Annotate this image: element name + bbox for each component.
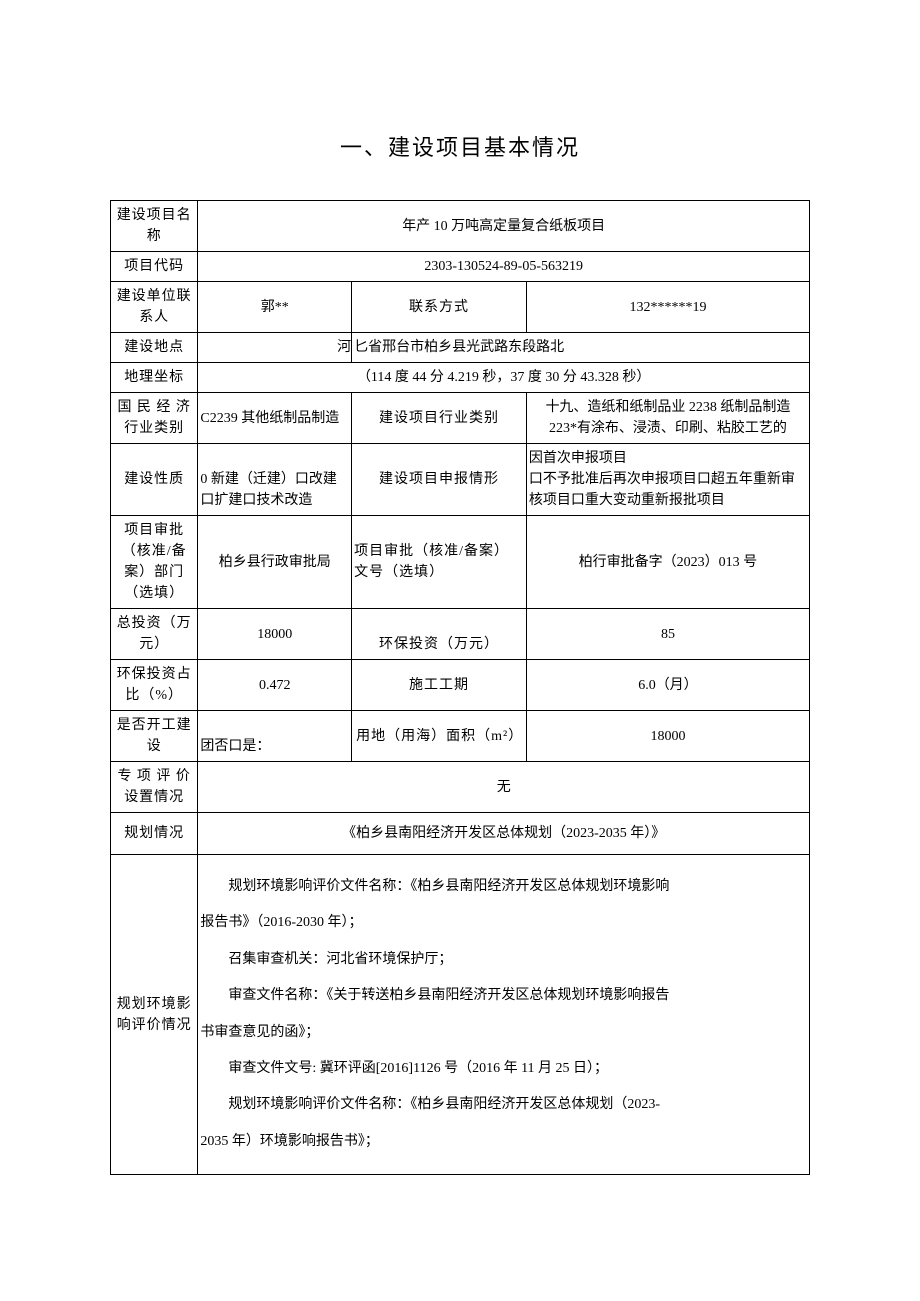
label-contact-method: 联系方式 xyxy=(352,282,527,333)
label-special-eval: 专 项 评 价 设置情况 xyxy=(111,762,198,813)
label-project-name: 建设项目名称 xyxy=(111,201,198,252)
value-contact-person: 郭** xyxy=(198,282,352,333)
value-special-eval: 无 xyxy=(198,762,810,813)
label-economy-category: 国 民 经 济 行业类别 xyxy=(111,393,198,444)
label-land-area: 用地（用海）面积（m²） xyxy=(352,711,527,762)
value-approval-dept: 柏乡县行政审批局 xyxy=(198,516,352,609)
value-is-started: 团否口是： xyxy=(198,711,352,762)
label-env-investment: 环保投资（万元） xyxy=(352,609,527,660)
eia-line-7: 规划环境影响评价文件名称：《柏乡县南阳经济开发区总体规划（2023- xyxy=(200,1087,799,1123)
label-contact-person: 建设单位联系人 xyxy=(111,282,198,333)
label-project-code: 项目代码 xyxy=(111,252,198,282)
label-nature: 建设性质 xyxy=(111,444,198,516)
label-approval-doc: 项目审批（核准/备案）文号（选填） xyxy=(352,516,527,609)
value-total-investment: 18000 xyxy=(198,609,352,660)
eia-line-6: 审查文件文号: 冀环评函[2016]1126 号（2016 年 11 月 25 … xyxy=(200,1051,799,1087)
value-land-area: 18000 xyxy=(526,711,809,762)
value-env-investment: 85 xyxy=(526,609,809,660)
value-location-right: 匕省邢台市柏乡县光武路东段路北 xyxy=(352,333,810,363)
label-construction-period: 施工工期 xyxy=(352,660,527,711)
project-info-table: 建设项目名称 年产 10 万吨高定量复合纸板项目 项目代码 2303-13052… xyxy=(110,200,810,1175)
eia-line-2: 报告书》（2016-2030 年）； xyxy=(200,905,799,941)
value-project-name: 年产 10 万吨高定量复合纸板项目 xyxy=(198,201,810,252)
eia-line-4: 审查文件名称：《关于转送柏乡县南阳经济开发区总体规划环境影响报告 xyxy=(200,978,799,1014)
eia-line-5: 书审查意见的函》； xyxy=(200,1015,799,1051)
value-project-code: 2303-130524-89-05-563219 xyxy=(198,252,810,282)
label-location: 建设地点 xyxy=(111,333,198,363)
label-planning-eia: 规划环境影响评价情况 xyxy=(111,855,198,1175)
eia-line-1: 规划环境影响评价文件名称：《柏乡县南阳经济开发区总体规划环境影响 xyxy=(200,869,799,905)
value-economy-category: C2239 其他纸制品制造 xyxy=(198,393,352,444)
label-is-started: 是否开工建设 xyxy=(111,711,198,762)
value-declare-situation: 因首次申报项目 口不予批准后再次申报项目口超五年重新审核项目口重大变动重新报批项… xyxy=(526,444,809,516)
value-construction-period: 6.0（月） xyxy=(526,660,809,711)
label-approval-dept: 项目审批（核准/备案）部门（选填） xyxy=(111,516,198,609)
eia-line-8: 2035 年）环境影响报告书》； xyxy=(200,1124,799,1160)
label-total-investment: 总投资（万元） xyxy=(111,609,198,660)
value-coordinates: （114 度 44 分 4.219 秒，37 度 30 分 43.328 秒） xyxy=(198,363,810,393)
eia-line-3: 召集审查机关：河北省环境保护厅； xyxy=(200,942,799,978)
value-location-left: 河 xyxy=(198,333,352,363)
value-env-ratio: 0.472 xyxy=(198,660,352,711)
label-coordinates: 地理坐标 xyxy=(111,363,198,393)
label-env-ratio: 环保投资占比（%） xyxy=(111,660,198,711)
value-planning-eia: 规划环境影响评价文件名称：《柏乡县南阳经济开发区总体规划环境影响 报告书》（20… xyxy=(198,855,810,1175)
value-nature: 0 新建（迁建）口改建口扩建口技术改造 xyxy=(198,444,352,516)
value-approval-doc: 柏行审批备字（2023）013 号 xyxy=(526,516,809,609)
value-project-category: 十九、造纸和纸制品业 2238 纸制品制造 223*有涂布、浸渍、印刷、粘胶工艺… xyxy=(526,393,809,444)
label-project-category: 建设项目行业类别 xyxy=(352,393,527,444)
label-declare-situation: 建设项目申报情形 xyxy=(352,444,527,516)
label-planning: 规划情况 xyxy=(111,813,198,855)
value-contact-method: 132******19 xyxy=(526,282,809,333)
value-planning: 《柏乡县南阳经济开发区总体规划（2023-2035 年）》 xyxy=(198,813,810,855)
section-title: 一、建设项目基本情况 xyxy=(110,130,810,162)
